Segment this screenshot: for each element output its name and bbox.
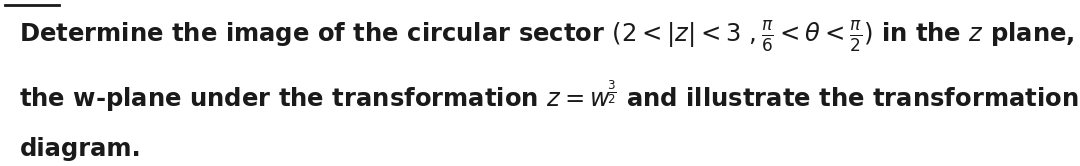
Text: diagram.: diagram.	[19, 137, 141, 161]
Text: Determine the image of the circular sector $(2 < |z| < 3\ ,\frac{\pi}{6} < \thet: Determine the image of the circular sect…	[19, 19, 1080, 54]
Text: the w-plane under the transformation $z = w^{\!\frac{3}{2}}$ and illustrate the : the w-plane under the transformation $z …	[19, 79, 1080, 114]
